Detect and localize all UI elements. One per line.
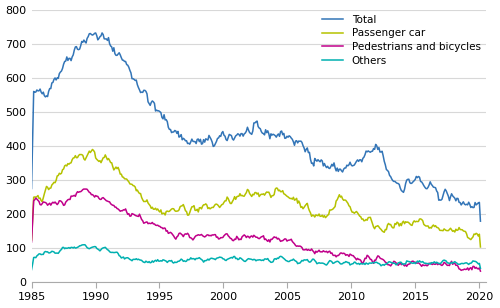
Line: Passenger car: Passenger car [32, 149, 480, 247]
Others [478, 266, 484, 270]
Total [364, 150, 370, 154]
Others [394, 262, 400, 266]
Passenger car [478, 245, 484, 249]
Pedestrians and bicycles [388, 262, 394, 266]
Others [388, 261, 394, 265]
Total [388, 177, 394, 181]
Line: Total: Total [32, 33, 480, 221]
Passenger car [300, 207, 306, 211]
Pedestrians and bicycles [300, 248, 306, 252]
Pedestrians and bicycles [81, 187, 87, 191]
Legend: Total, Passenger car, Pedestrians and bicycles, Others: Total, Passenger car, Pedestrians and bi… [322, 15, 480, 66]
Others [366, 261, 372, 265]
Pedestrians and bicycles [28, 240, 34, 244]
Others [364, 262, 370, 265]
Total [394, 181, 400, 185]
Pedestrians and bicycles [394, 261, 400, 265]
Others [28, 268, 34, 271]
Passenger car [366, 216, 372, 219]
Pedestrians and bicycles [366, 256, 372, 259]
Total [170, 130, 175, 134]
Others [81, 243, 87, 247]
Others [300, 259, 306, 263]
Total [28, 187, 34, 190]
Pedestrians and bicycles [478, 269, 484, 273]
Passenger car [388, 225, 394, 229]
Passenger car [394, 220, 400, 224]
Passenger car [364, 218, 370, 222]
Passenger car [28, 238, 34, 242]
Total [300, 144, 306, 148]
Line: Others: Others [32, 245, 480, 270]
Pedestrians and bicycles [170, 233, 175, 237]
Others [170, 261, 175, 264]
Total [478, 219, 484, 223]
Total [99, 31, 105, 35]
Total [366, 150, 372, 154]
Passenger car [90, 148, 96, 151]
Pedestrians and bicycles [364, 253, 370, 257]
Passenger car [170, 207, 175, 210]
Line: Pedestrians and bicycles: Pedestrians and bicycles [32, 189, 480, 271]
